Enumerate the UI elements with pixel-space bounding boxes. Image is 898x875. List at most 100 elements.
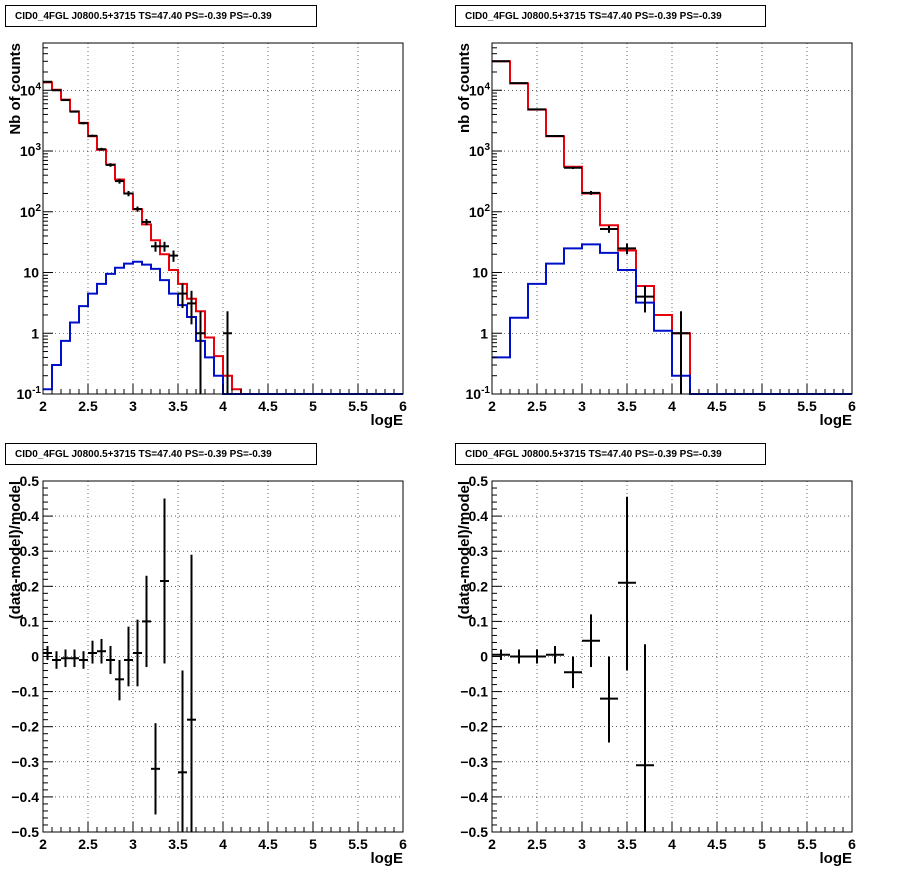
y-tick-label: 10: [23, 265, 39, 281]
x-tick-label: 4.5: [707, 836, 727, 852]
x-tick-label: 4.5: [707, 398, 727, 414]
y-axis-label: Nb of counts: [7, 43, 24, 135]
y-tick-label: 0.3: [20, 543, 40, 559]
x-tick-label: 3.5: [168, 398, 188, 414]
data-point: [106, 163, 115, 167]
data-point: [79, 122, 88, 125]
x-axis-label: logE: [820, 850, 853, 867]
data-point: [124, 190, 133, 197]
data-point: [169, 250, 178, 262]
x-axis: 2 2.5 3 3.5 4 4.5 5 5.5 6: [488, 822, 856, 852]
y-axis: 10-1 1 10 102 103 104: [17, 42, 53, 402]
data-point: [97, 147, 106, 151]
chart-svg: 2 2.5 3 3.5 4 4.5 5 5.5 6 10-1 1 10 102 103 104 logE nb …: [456, 42, 856, 429]
y-tick-label: 0.5: [469, 473, 489, 489]
y-tick-label: 102: [20, 203, 42, 220]
data-point: [178, 283, 187, 309]
data-point: [672, 311, 690, 394]
x-tick-label: 2: [39, 836, 47, 852]
grid: [43, 481, 403, 832]
y-axis-label: (data-model)/model: [456, 481, 473, 619]
data-point: [600, 225, 618, 233]
y-tick-label: 10-1: [466, 385, 491, 402]
y-tick-label: 0.4: [20, 508, 40, 524]
y-tick-label: −0.5: [11, 824, 39, 840]
chart-svg: 2 2.5 3 3.5 4 4.5 5 5.5 6 0.5 0.4 0.3 0.2 0.1 0 −0.1 −0.…: [456, 473, 856, 867]
y-tick-label: 0.5: [20, 473, 40, 489]
data-points: [492, 496, 654, 832]
chart-title: CID0_4FGL J0800.5+3715 TS=47.40 PS=-0.39…: [5, 5, 317, 27]
data-point: [178, 670, 187, 832]
chart-title: CID0_4FGL J0800.5+3715 TS=47.40 PS=-0.39…: [5, 443, 317, 465]
x-tick-label: 5: [758, 836, 766, 852]
data-point: [528, 649, 546, 664]
x-tick-label: 2: [39, 398, 47, 414]
y-tick-label: 104: [469, 81, 491, 98]
x-tick-label: 3: [129, 836, 137, 852]
y-tick-label: 0: [31, 649, 39, 665]
y-tick-label: −0.4: [11, 789, 39, 805]
data-point: [133, 619, 142, 687]
grid: [43, 43, 403, 394]
data-point: [106, 645, 115, 675]
data-point: [564, 166, 582, 170]
y-tick-label: 1: [31, 325, 39, 341]
x-tick-label: 5: [758, 398, 766, 414]
data-point: [79, 651, 88, 669]
data-point: [115, 178, 124, 184]
y-axis-label: (data-model)/model: [7, 481, 24, 619]
x-axis-label: logE: [371, 412, 404, 429]
y-tick-label: 10-1: [17, 385, 42, 402]
data-points: [43, 80, 232, 394]
y-tick-label: 1: [480, 325, 488, 341]
x-tick-label: 2.5: [78, 836, 98, 852]
data-point: [510, 82, 528, 85]
x-tick-label: 2.5: [527, 398, 547, 414]
x-tick-label: 3: [578, 836, 586, 852]
x-tick-label: 4: [668, 398, 676, 414]
data-point: [52, 651, 61, 669]
data-point: [618, 496, 636, 671]
data-points: [43, 498, 196, 832]
data-point: [160, 241, 169, 252]
x-axis: 2 2.5 3 3.5 4 4.5 5 5.5 6: [39, 822, 407, 852]
counts-panel-left: 2 2.5 3 3.5 4 4.5 5 5.5 6 10-1 1 10 102 103 104 logE Nb …: [0, 0, 449, 437]
data-point: [160, 498, 169, 664]
x-tick-label: 6: [848, 398, 856, 414]
x-tick-label: 5.5: [348, 836, 368, 852]
x-tick-label: 3: [129, 398, 137, 414]
y-tick-label: 0.1: [20, 613, 40, 629]
y-tick-label: 0.1: [469, 613, 489, 629]
x-tick-label: 4: [219, 836, 227, 852]
y-tick-label: 0.2: [469, 578, 489, 594]
x-tick-label: 4.5: [258, 398, 278, 414]
y-tick-label: −0.1: [11, 684, 39, 700]
data-point: [636, 285, 654, 313]
data-point: [187, 290, 196, 325]
data-point: [133, 206, 142, 212]
y-tick-label: 102: [469, 203, 491, 220]
x-tick-label: 2.5: [78, 398, 98, 414]
data-point: [52, 89, 61, 92]
y-tick-label: 0.2: [20, 578, 40, 594]
y-tick-label: 10: [472, 265, 488, 281]
x-tick-label: 6: [399, 398, 407, 414]
data-point: [196, 311, 205, 394]
data-point: [61, 99, 70, 102]
y-tick-label: −0.3: [460, 754, 488, 770]
x-tick-label: 4: [668, 836, 676, 852]
y-tick-label: 103: [20, 142, 42, 159]
x-tick-label: 5.5: [348, 398, 368, 414]
residual-panel-left: 2 2.5 3 3.5 4 4.5 5 5.5 6 0.5 0.4 0.3 0.2 0.1 0 −0.1 −0.…: [0, 438, 449, 875]
data-point: [151, 241, 160, 252]
x-axis: 2 2.5 3 3.5 4 4.5 5 5.5 6: [39, 384, 407, 414]
y-tick-label: 104: [20, 81, 42, 98]
data-point: [187, 554, 196, 832]
y-tick-label: −0.1: [460, 684, 488, 700]
data-point: [564, 656, 582, 689]
x-tick-label: 3.5: [617, 836, 637, 852]
y-tick-label: 103: [469, 142, 491, 159]
data-point: [115, 660, 124, 701]
data-point: [618, 243, 636, 255]
y-axis: 0.5 0.4 0.3 0.2 0.1 0 −0.1 −0.2 −0.3 −0.4 −0.5: [11, 473, 53, 840]
